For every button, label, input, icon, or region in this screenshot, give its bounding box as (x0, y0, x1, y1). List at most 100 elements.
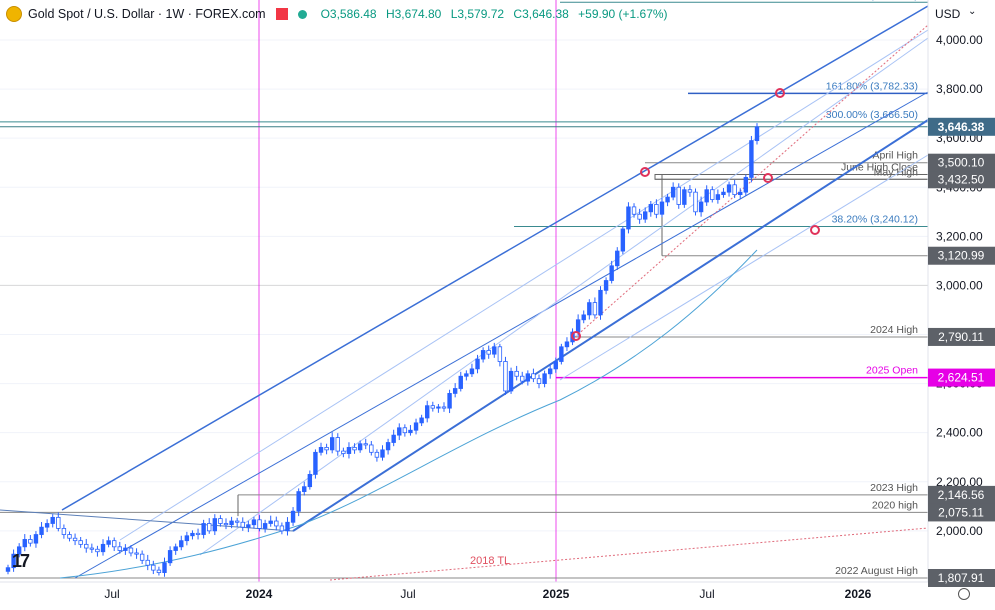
level-label: 161.80% (3,782.33) (826, 80, 918, 92)
horizontal-levels: 2022 August High 2020 high 2023 High 2025 O… (0, 0, 929, 579)
candle (307, 470, 313, 490)
currency-selector[interactable]: USD (935, 7, 961, 21)
candle (302, 481, 307, 496)
level-price-badge-text: 3,500.10 (938, 156, 985, 170)
level-price-badge-text: 2,075.11 (938, 505, 984, 519)
candle-body (665, 196, 670, 203)
candle-body (50, 516, 55, 524)
candle (28, 535, 33, 547)
level-price-badge-text: 2,790.11 (938, 330, 984, 344)
pivot-marker (571, 331, 581, 341)
gear-icon[interactable] (958, 588, 970, 600)
symbol-title[interactable]: Gold Spot / U.S. Dollar · 1W · FOREX.com (28, 7, 266, 21)
candle-body (139, 553, 145, 561)
candle-body (184, 535, 190, 542)
candle-body (61, 528, 67, 535)
candle (385, 438, 391, 455)
candle-body (251, 519, 257, 526)
candle-body (464, 373, 469, 377)
candle (531, 368, 536, 383)
2018-tl-label: 2018 TL (470, 555, 510, 567)
candle-body (173, 546, 178, 551)
candle-body (100, 543, 106, 553)
candle-body (369, 444, 374, 453)
candle-body (240, 521, 245, 528)
price-tick-label: 3,200.00 (936, 229, 983, 243)
time-axis: Jul 2024 Jul 2025 Jul 2026 (0, 581, 928, 601)
candle-body (687, 189, 693, 193)
candle (173, 543, 178, 555)
candle-body (346, 447, 352, 454)
candle (676, 183, 681, 209)
candle (475, 354, 480, 374)
candle (525, 370, 531, 386)
candle (620, 226, 626, 255)
candle (78, 536, 83, 548)
candle-body (704, 189, 709, 203)
candle (44, 519, 50, 533)
change-value: +59.90 (+1.67%) (578, 7, 668, 21)
candle (654, 199, 659, 219)
candle (458, 371, 463, 392)
candle-body (145, 559, 150, 566)
candle (212, 514, 218, 536)
candle (145, 554, 150, 571)
candle-body (430, 405, 436, 409)
price-tick-label: 4,000.00 (936, 33, 983, 47)
candle-body (352, 447, 357, 451)
level-price-badge (928, 368, 995, 387)
candle (179, 535, 184, 551)
candle-body (710, 189, 715, 200)
level-price-badge-text: 3,120.99 (938, 249, 985, 263)
level-price-badge (928, 327, 995, 346)
candle-body (374, 451, 380, 458)
candle (335, 433, 340, 456)
candle-body (274, 520, 279, 527)
candle (268, 515, 273, 527)
candle (603, 277, 609, 295)
year-markers (258, 0, 557, 582)
candle (39, 522, 44, 539)
candle-body (313, 451, 318, 475)
candle (72, 533, 78, 546)
candle (112, 537, 117, 551)
candle-body (542, 373, 547, 384)
candle (128, 545, 134, 557)
candle (207, 518, 212, 534)
price-tick-label: 2,400.00 (936, 426, 983, 440)
dotted-trendline (574, 24, 929, 338)
candle-body (436, 406, 441, 409)
candle-body (134, 552, 139, 555)
flag-icon[interactable] (275, 8, 288, 20)
pivot-marker (810, 225, 820, 235)
candle-body (67, 534, 72, 539)
candle-body (654, 204, 659, 215)
candle (402, 424, 408, 437)
candles (5, 123, 760, 577)
chevron-down-icon[interactable]: ⌄ (968, 6, 977, 17)
candle-body (391, 434, 396, 443)
candle-body (123, 547, 128, 551)
candle (464, 370, 469, 381)
level-price-badge-text: 1,807.91 (938, 571, 985, 585)
level-price-badge-text: 3,432.50 (938, 172, 985, 186)
candle-body (458, 375, 463, 389)
level-label: 227.20% (4,153.78) (826, 0, 918, 1)
pivot-markers (571, 88, 820, 341)
candle (251, 516, 257, 529)
level-price-badge (928, 503, 995, 522)
candle (95, 545, 100, 557)
candle-body (162, 562, 167, 573)
candle-body (738, 191, 743, 196)
candle (413, 418, 419, 435)
candle (346, 442, 352, 459)
candle-body (89, 547, 95, 550)
candle-body (357, 443, 363, 451)
candle-body (341, 450, 346, 454)
candle (374, 449, 380, 462)
candle-body (257, 519, 262, 529)
level-label: May High (874, 166, 919, 178)
candle (67, 531, 72, 542)
candle (318, 442, 324, 456)
